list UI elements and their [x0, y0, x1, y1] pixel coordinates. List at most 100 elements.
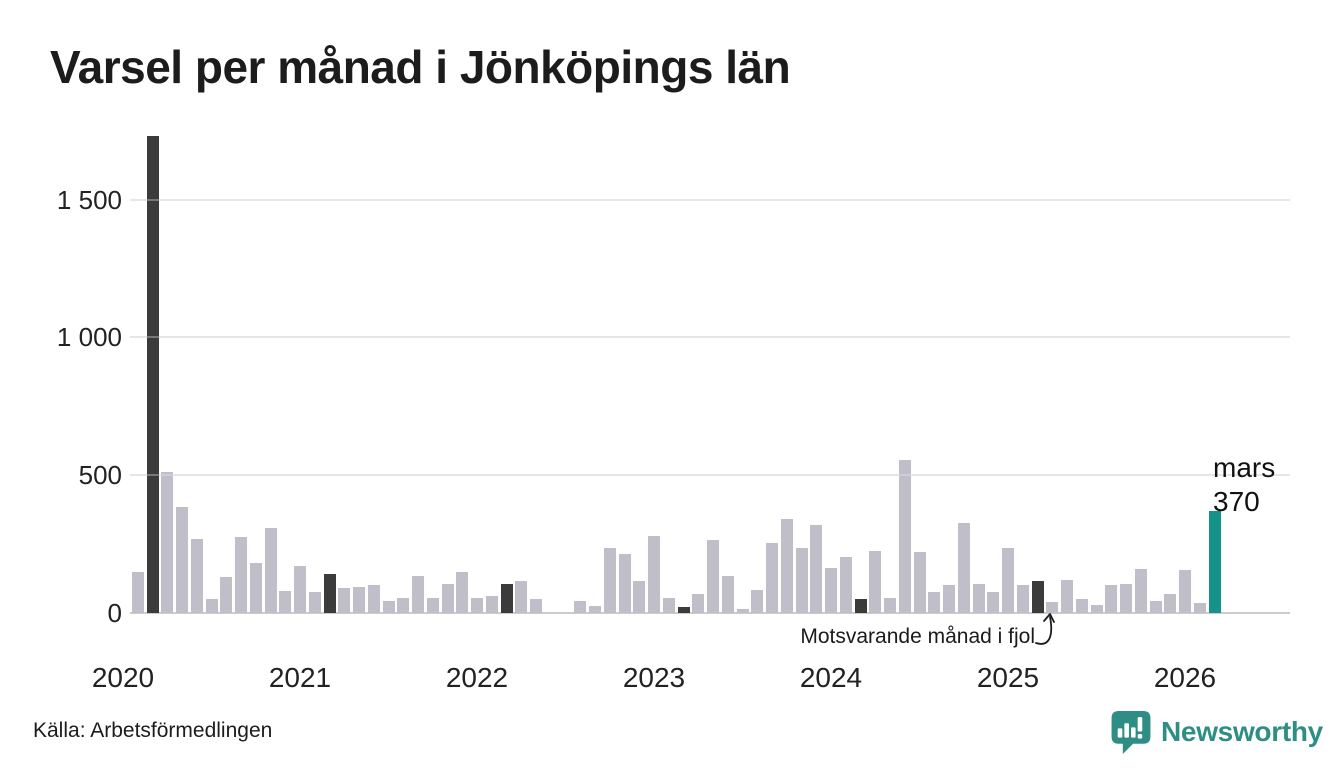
bar-jun-2020 — [190, 538, 203, 613]
bar-sep-2020 — [235, 537, 247, 613]
bar-aug-2022 — [574, 600, 587, 613]
bar-dec-2024 — [987, 592, 1000, 613]
bar-dec-2025 — [1164, 593, 1177, 613]
y-tick-label: 0 — [107, 598, 122, 628]
bar-apr-2023 — [692, 593, 705, 613]
bar-sep-2024 — [943, 585, 955, 613]
bar-jan-2023 — [648, 535, 660, 613]
x-tick-label-2022: 2022 — [445, 662, 509, 693]
x-tick-label-2026: 2026 — [1153, 662, 1217, 693]
bar-jun-2021 — [367, 585, 380, 613]
bar-dec-2020 — [279, 590, 292, 613]
annotation-arrow-icon — [1035, 613, 1055, 645]
bar-feb-2024 — [839, 556, 852, 613]
bar-maj-2021 — [353, 586, 365, 613]
x-axis-line — [130, 612, 1290, 614]
bar-jun-2025 — [1075, 599, 1088, 613]
bar-apr-2025 — [1046, 601, 1059, 613]
y-tick-label: 1 000 — [56, 322, 122, 353]
bar-sep-2021 — [412, 575, 424, 613]
bar-nov-2022 — [618, 553, 631, 613]
bar-jul-2025 — [1090, 604, 1103, 613]
newsworthy-wordmark: Newsworthy — [1161, 716, 1323, 747]
bar-okt-2025 — [1134, 568, 1147, 613]
bar-feb-2023 — [662, 597, 675, 613]
bar-jul-2020 — [205, 599, 218, 613]
y-tick-label: 1 500 — [56, 184, 122, 215]
bar-sep-2022 — [589, 606, 601, 613]
fjol-annotation: Motsvarande månad i fjol — [735, 625, 1035, 649]
gridline — [130, 474, 1290, 477]
bar-mar-2021 — [323, 574, 336, 613]
gridline — [130, 474, 1290, 477]
bar-okt-2020 — [249, 563, 262, 613]
bar-aug-2023 — [751, 589, 764, 613]
bar-dec-2023 — [810, 524, 823, 613]
bar-maj-2023 — [707, 539, 719, 613]
bar-jul-2021 — [382, 600, 395, 613]
bar-aug-2024 — [928, 592, 941, 613]
chart-title: Varsel per månad i Jönköpings län — [50, 41, 791, 93]
bar-okt-2021 — [426, 597, 439, 613]
y-tick-label: 500 — [78, 460, 122, 491]
bar-feb-2021 — [308, 592, 321, 613]
bar-mar-2020 — [146, 136, 159, 613]
current-value-label: 370 — [1213, 486, 1260, 517]
gridline — [130, 336, 1290, 339]
x-tick-label-2020: 2020 — [91, 662, 155, 693]
bar-jan-2026 — [1179, 570, 1191, 613]
bar-dec-2021 — [456, 571, 469, 613]
fjol-annotation-text: Motsvarande månad i fjol — [800, 625, 1035, 648]
newsworthy-icon — [1111, 710, 1151, 754]
bar-apr-2021 — [338, 588, 351, 613]
bar-mar-2026 — [1208, 511, 1221, 613]
x-tick-label-2025: 2025 — [976, 662, 1040, 693]
bar-aug-2021 — [397, 597, 410, 613]
x-tick-label-2023: 2023 — [622, 662, 686, 693]
bar-nov-2024 — [972, 584, 985, 613]
bar-apr-2024 — [869, 550, 882, 613]
bar-okt-2024 — [957, 523, 970, 613]
bar-feb-2022 — [485, 596, 498, 613]
newsworthy-logo[interactable]: Newsworthy — [1110, 709, 1323, 755]
current-bar-label: mars 370 — [1213, 451, 1275, 519]
bar-jul-2024 — [913, 552, 926, 613]
bar-jan-2025 — [1002, 548, 1014, 613]
bar-apr-2022 — [515, 581, 528, 613]
bar-sep-2023 — [766, 542, 778, 613]
bar-apr-2020 — [161, 472, 174, 613]
bar-nov-2020 — [264, 527, 277, 613]
bar-feb-2020 — [131, 571, 144, 613]
bar-aug-2020 — [220, 577, 233, 613]
bar-jun-2023 — [721, 575, 734, 613]
bar-nov-2023 — [795, 548, 808, 613]
bar-nov-2021 — [441, 584, 454, 613]
bar-dec-2022 — [633, 581, 646, 613]
bar-jan-2022 — [471, 597, 483, 613]
gridline — [130, 198, 1290, 201]
x-tick-label-2021: 2021 — [268, 662, 332, 693]
x-tick-label-2024: 2024 — [799, 662, 863, 693]
bar-maj-2025 — [1061, 579, 1073, 613]
bar-maj-2024 — [884, 597, 896, 613]
bar-feb-2025 — [1016, 585, 1029, 613]
bar-okt-2022 — [603, 548, 616, 613]
bar-okt-2023 — [780, 519, 793, 613]
bar-feb-2026 — [1193, 603, 1206, 613]
bar-mar-2023 — [677, 607, 690, 613]
bar-nov-2025 — [1149, 600, 1162, 613]
source-caption: Källa: Arbetsförmedlingen — [33, 719, 273, 742]
bar-maj-2022 — [530, 599, 542, 613]
bar-sep-2025 — [1120, 584, 1132, 613]
bar-jan-2021 — [294, 566, 306, 613]
gridline — [130, 336, 1290, 339]
bar-jul-2023 — [736, 608, 749, 613]
current-month-label: mars — [1213, 452, 1276, 483]
gridline — [130, 198, 1290, 201]
bar-jun-2024 — [898, 460, 911, 613]
bar-maj-2020 — [176, 506, 188, 613]
bar-mar-2025 — [1031, 581, 1044, 613]
bar-mar-2022 — [500, 584, 513, 613]
bar-jan-2024 — [825, 567, 837, 613]
